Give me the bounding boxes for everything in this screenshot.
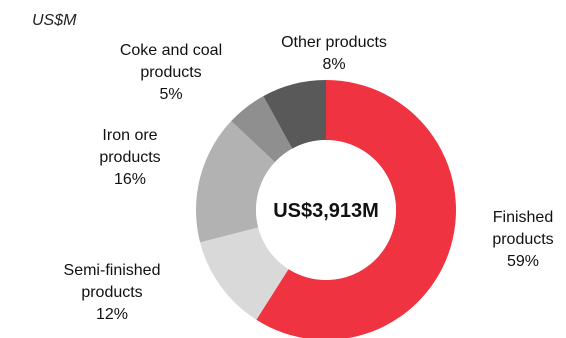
slice-label-iron-ore-products: Iron ore products 16%	[99, 127, 160, 188]
slice-label-finished-products: Finished products 59%	[492, 209, 553, 270]
slice-label-coke-and-coal-products: Coke and coal products 5%	[120, 42, 222, 103]
labels-group: Finished products 59% Semi-finished products…	[64, 34, 554, 323]
slice-semi-finished-products	[200, 227, 289, 320]
slice-finished-products	[256, 80, 456, 338]
unit-label: US$M	[32, 12, 77, 29]
slice-label-semi-finished-products: Semi-finished products 12%	[64, 262, 161, 323]
slices-group	[195, 80, 456, 338]
slice-other-products	[263, 80, 326, 149]
slice-iron-ore-products	[195, 121, 275, 243]
slice-label-other-products: Other products 8%	[281, 34, 387, 73]
donut-hole	[256, 140, 396, 280]
center-total-label: US$3,913M	[273, 200, 379, 222]
slice-coke-and-coal-products	[231, 96, 293, 163]
